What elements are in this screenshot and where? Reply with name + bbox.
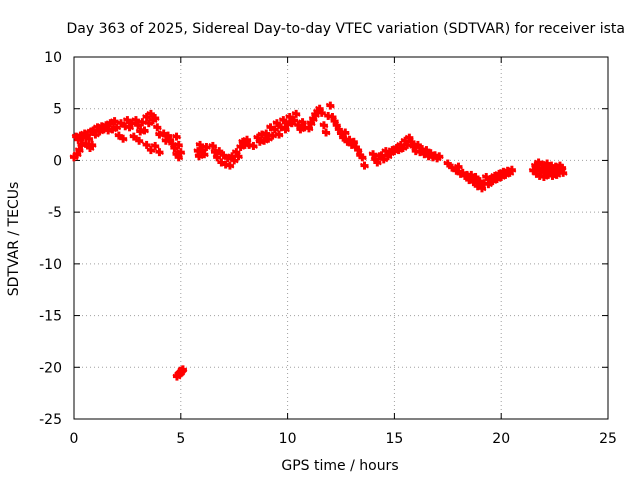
data-point [74, 146, 84, 155]
data-point [434, 152, 444, 161]
data-point [379, 155, 389, 164]
data-point [150, 114, 160, 123]
y-tick-label: -15 [39, 309, 62, 325]
x-tick-label: 20 [492, 431, 510, 447]
data-point [112, 123, 122, 132]
tick-labels: 0 5 10 15 20 25 -25 -20 -15 -10 -5 0 5 10 [39, 50, 617, 447]
data-point [212, 153, 222, 162]
grid-lines [74, 57, 608, 419]
data-point [372, 158, 382, 167]
data-point [214, 147, 224, 156]
data-point [176, 148, 186, 157]
data-point [169, 144, 179, 153]
data-point [304, 124, 314, 133]
data-point [118, 134, 128, 143]
data-point [507, 165, 517, 174]
y-tick-label: -25 [39, 412, 62, 428]
data-points [69, 101, 568, 381]
data-point [108, 125, 117, 134]
data-point [398, 144, 408, 153]
data-point [90, 130, 100, 139]
data-point [274, 130, 284, 139]
x-tick-label: 5 [176, 431, 185, 447]
data-point [357, 153, 367, 162]
data-point [234, 152, 243, 161]
data-point [146, 146, 156, 155]
y-tick-label: 5 [53, 102, 62, 118]
data-point [134, 136, 144, 145]
data-point [199, 150, 209, 159]
data-point [454, 162, 463, 171]
x-tick-label: 10 [279, 431, 297, 447]
data-point [340, 128, 350, 137]
data-point [174, 153, 184, 162]
data-point [150, 141, 160, 150]
data-point [477, 184, 487, 193]
axis-ticks [73, 56, 609, 420]
data-point [278, 116, 288, 125]
data-point [236, 142, 246, 151]
data-point [394, 146, 404, 155]
data-point [146, 109, 156, 118]
data-point [140, 126, 149, 135]
data-point [174, 140, 184, 149]
data-point [471, 172, 481, 181]
data-point [142, 140, 152, 149]
data-point [263, 134, 273, 143]
data-point [413, 140, 423, 149]
data-point [289, 116, 299, 125]
plot-border [73, 56, 609, 420]
data-point [95, 127, 105, 136]
data-point [172, 132, 181, 141]
y-tick-label: -20 [39, 360, 62, 376]
y-axis-label: SDTVAR / TECUs [6, 182, 22, 297]
data-point [129, 132, 139, 141]
data-point [144, 119, 154, 128]
data-point [496, 172, 506, 181]
data-point [319, 121, 329, 130]
x-tick-label: 15 [385, 431, 403, 447]
data-point [105, 119, 115, 128]
data-point [208, 141, 218, 150]
data-point [488, 177, 498, 186]
data-point [558, 168, 568, 177]
data-point [321, 128, 331, 137]
plot-frame [73, 56, 609, 420]
y-tick-label: -5 [48, 205, 62, 221]
data-point [272, 119, 282, 128]
data-point [443, 159, 453, 168]
y-tick-label: 10 [44, 50, 62, 66]
data-point [291, 109, 301, 118]
data-point [281, 125, 290, 134]
data-point [178, 365, 188, 374]
y-tick-label: -10 [39, 257, 62, 273]
data-point [270, 125, 280, 134]
x-axis-label: GPS time / hours [281, 458, 398, 474]
data-point [154, 148, 164, 157]
data-point [133, 121, 143, 130]
data-point [325, 101, 335, 110]
data-point [492, 175, 502, 184]
data-point [225, 161, 235, 170]
data-point [87, 140, 97, 149]
data-point [483, 180, 493, 189]
data-point [248, 141, 258, 150]
data-point [229, 156, 239, 165]
data-point [295, 125, 305, 134]
data-point [194, 152, 204, 161]
x-tick-label: 0 [70, 431, 79, 447]
data-point [259, 136, 269, 145]
chart-title: Day 363 of 2025, Sidereal Day-to-day VTE… [67, 21, 625, 37]
y-tick-label: 0 [53, 153, 62, 169]
data-point [360, 161, 369, 170]
x-tick-label: 25 [599, 431, 617, 447]
data-point [84, 134, 94, 143]
data-point [152, 123, 162, 132]
